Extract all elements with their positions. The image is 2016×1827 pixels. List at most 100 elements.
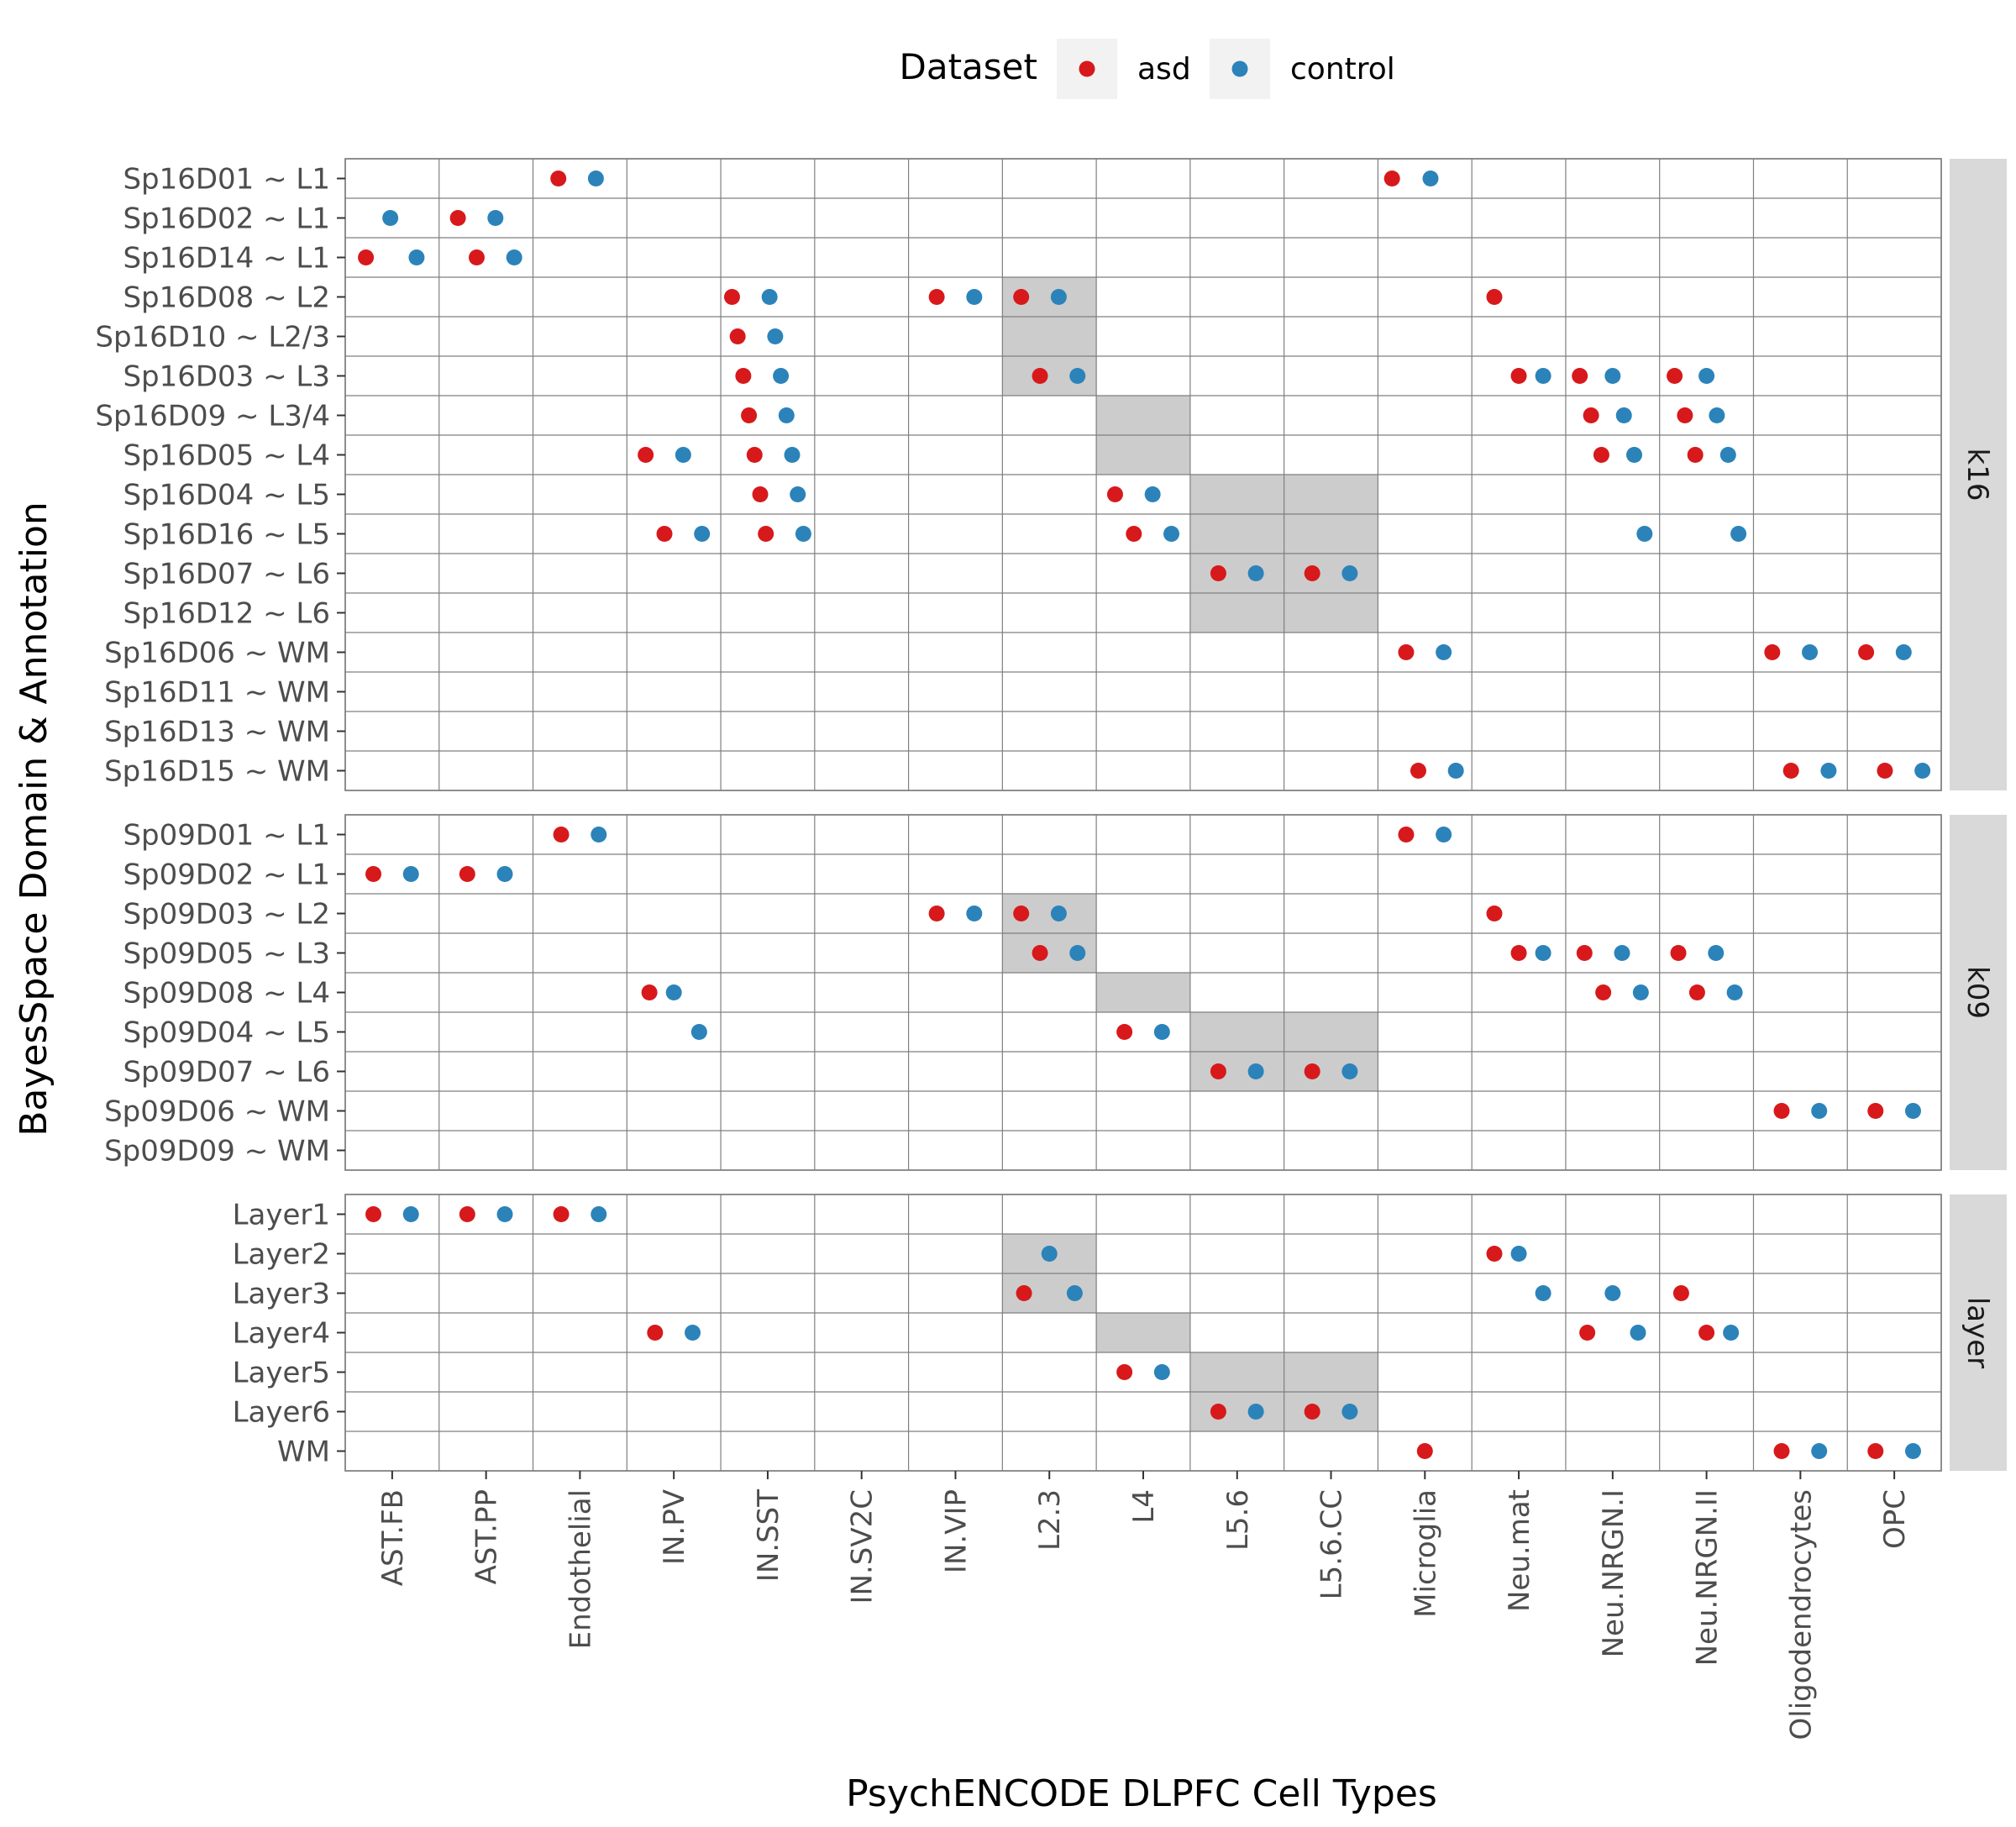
- point-asd: [1116, 1024, 1133, 1040]
- point-control: [506, 249, 522, 265]
- strip-label: layer: [1961, 1297, 1994, 1368]
- point-asd: [553, 827, 570, 843]
- point-asd: [468, 249, 485, 265]
- x-axis-title: PsychENCODE DLPFC Cell Types: [846, 1772, 1437, 1815]
- point-control: [496, 1206, 513, 1222]
- point-control: [1615, 407, 1632, 423]
- point-asd: [638, 447, 654, 463]
- highlight-cell: [1096, 396, 1190, 435]
- point-control: [1163, 526, 1180, 542]
- highlight-cell: [1189, 554, 1284, 593]
- point-asd: [1210, 565, 1226, 581]
- point-control: [1436, 644, 1452, 660]
- point-control: [1730, 526, 1747, 542]
- point-asd: [1877, 763, 1893, 779]
- x-tick-label: IN.PV: [658, 1489, 691, 1565]
- point-control: [694, 526, 711, 542]
- point-control: [496, 866, 513, 882]
- x-tick-label: OPC: [1878, 1489, 1912, 1549]
- point-asd: [928, 906, 945, 921]
- point-asd: [1210, 1063, 1226, 1079]
- highlight-cell: [1284, 514, 1378, 554]
- y-tick-label: Sp09D05 ~ L3: [123, 937, 330, 971]
- point-control: [1144, 486, 1161, 502]
- point-asd: [1773, 1443, 1790, 1459]
- point-control: [1247, 1404, 1264, 1420]
- panel-k09: Sp09D01 ~ L1 Sp09D02 ~ L1 Sp09D03 ~ L2 Sp09…: [104, 814, 2007, 1171]
- strip-label: k16: [1961, 449, 1994, 501]
- point-control: [1341, 565, 1358, 581]
- highlight-cell: [1284, 1012, 1378, 1052]
- point-asd: [1595, 984, 1612, 1000]
- point-control: [1820, 763, 1837, 779]
- point-control: [1726, 984, 1743, 1000]
- x-tick-label: Neu.NRGN.II: [1691, 1489, 1725, 1666]
- point-control: [1630, 1325, 1646, 1341]
- point-asd: [1486, 1246, 1503, 1262]
- legend: Dataset asd control: [900, 39, 1395, 99]
- panel-layer: Layer1 Layer2 Layer3 Layer4 Layer5 Layer6 WM la…: [233, 1194, 2007, 1472]
- strip-label: k09: [1961, 966, 1994, 1019]
- point-asd: [1126, 526, 1142, 542]
- y-tick-label: Sp16D10 ~ L2/3: [95, 321, 330, 354]
- x-tick-label: AST.FB: [376, 1489, 410, 1586]
- y-tick-label: Sp16D05 ~ L4: [123, 439, 330, 473]
- point-asd: [553, 1206, 570, 1222]
- panels: Sp16D01 ~ L1 Sp16D02 ~ L1 Sp16D14 ~ L1 Sp16…: [95, 158, 2007, 1472]
- point-asd: [1013, 289, 1030, 305]
- point-control: [966, 906, 983, 921]
- point-asd: [741, 407, 758, 423]
- point-control: [1050, 906, 1067, 921]
- point-asd: [1383, 171, 1400, 186]
- x-tick-label: Neu.NRGN.I: [1597, 1489, 1630, 1657]
- point-control: [1636, 526, 1653, 542]
- point-asd: [647, 1325, 664, 1341]
- point-asd: [1106, 486, 1123, 502]
- point-control: [1614, 945, 1630, 961]
- highlight-cell: [1096, 1313, 1190, 1352]
- point-asd: [1572, 368, 1588, 384]
- point-asd: [1410, 763, 1426, 779]
- point-asd: [1398, 644, 1415, 660]
- point-control: [690, 1024, 707, 1040]
- y-tick-label: Sp09D03 ~ L2: [123, 898, 330, 932]
- highlight-cell: [1189, 593, 1284, 633]
- highlight-cell: [1284, 593, 1378, 633]
- point-control: [1050, 289, 1067, 305]
- highlight-cell: [1002, 317, 1097, 356]
- y-tick-label: Sp16D11 ~ WM: [104, 676, 330, 710]
- y-tick-label: Layer5: [233, 1357, 330, 1390]
- y-tick-label: Sp09D06 ~ WM: [104, 1095, 330, 1129]
- point-control: [1535, 368, 1551, 384]
- point-control: [773, 368, 790, 384]
- point-control: [1041, 1246, 1058, 1262]
- y-tick-label: Sp16D07 ~ L6: [123, 558, 330, 591]
- point-control: [1066, 1285, 1083, 1301]
- y-tick-label: Sp16D13 ~ WM: [104, 716, 330, 749]
- point-asd: [729, 328, 746, 344]
- x-tick-label: IN.SV2C: [846, 1489, 879, 1604]
- point-control: [402, 1206, 419, 1222]
- point-control: [1436, 827, 1452, 843]
- point-control: [1153, 1024, 1170, 1040]
- y-tick-label: Layer4: [233, 1317, 330, 1351]
- x-tick-label: Microglia: [1409, 1489, 1442, 1618]
- point-asd: [459, 1206, 475, 1222]
- point-control: [487, 210, 504, 226]
- highlight-cell: [1189, 1012, 1284, 1052]
- point-control: [1708, 945, 1725, 961]
- x-tick-label: IN.VIP: [939, 1489, 973, 1573]
- highlight-cell: [1189, 1392, 1284, 1431]
- highlight-cell: [1284, 1392, 1378, 1431]
- y-tick-label: Sp16D15 ~ WM: [104, 755, 330, 789]
- highlight-cell: [1189, 475, 1284, 514]
- point-control: [685, 1325, 701, 1341]
- x-tick-label: Endothelial: [564, 1489, 597, 1649]
- point-control: [665, 984, 682, 1000]
- point-control: [587, 171, 604, 186]
- panel-frame: [344, 158, 1942, 791]
- point-control: [1698, 368, 1715, 384]
- point-control: [1604, 368, 1621, 384]
- y-tick-label: Sp16D08 ~ L2: [123, 281, 330, 315]
- y-tick-label: Sp09D09 ~ WM: [104, 1135, 330, 1168]
